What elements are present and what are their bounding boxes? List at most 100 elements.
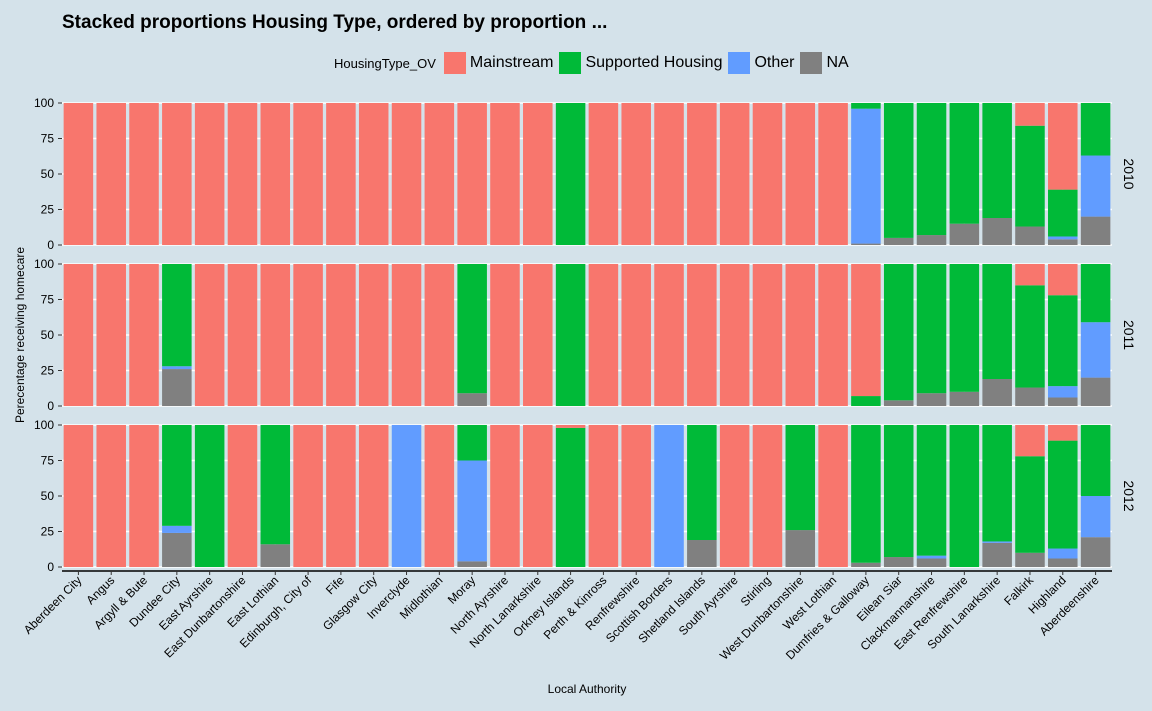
bar-segment-mainstream-2012-east-dunbartonshire — [227, 425, 258, 567]
y-tick-label: 25 — [41, 364, 55, 378]
bar-segment-mainstream-2012-argyll-bute — [129, 425, 159, 567]
y-tick-label: 0 — [47, 560, 54, 574]
bar-segment-mainstream-2010-edinburgh-city-of — [293, 103, 323, 245]
bar-segment-mainstream-2010-south-ayrshire — [719, 103, 750, 245]
bar-segment-mainstream-2010-stirling — [752, 103, 783, 245]
bar-segment-mainstream-2012-angus — [96, 425, 126, 567]
bar-segment-mainstream-2012-midlothian — [424, 425, 455, 567]
bar-segment-mainstream-2011-fife — [326, 264, 356, 406]
bar-segment-mainstream-2010-moray — [457, 103, 487, 245]
bar-segment-mainstream-2011-angus — [96, 264, 126, 406]
bar-segment-mainstream-2010-east-dunbartonshire — [227, 103, 258, 245]
bar-segment-mainstream-2010-east-ayrshire — [194, 103, 225, 245]
bar-segment-mainstream-2012-orkney-islands — [555, 425, 586, 428]
chart-title: Stacked proportions Housing Type, ordere… — [62, 12, 608, 33]
bar-segment-other-2012-clackmannanshire — [916, 555, 947, 559]
bar-segment-mainstream-2010-east-lothian — [260, 103, 291, 245]
bar-segment-supported-housing-2010-clackmannanshire — [916, 103, 947, 236]
bar-segment-other-2011-highland — [1048, 386, 1078, 398]
bar-segment-mainstream-2011-edinburgh-city-of — [293, 264, 323, 406]
bar-segment-na-2012-east-lothian — [260, 544, 291, 567]
bar-segment-na-2012-eilean-siar — [883, 557, 914, 567]
bar-segment-mainstream-2012-glasgow-city — [358, 425, 389, 567]
y-tick-label: 50 — [41, 489, 55, 503]
bar-segment-na-2012-aberdeenshire — [1080, 537, 1111, 567]
y-tick-label: 100 — [34, 418, 54, 432]
legend-label-na: NA — [826, 54, 849, 71]
facet-label-2012: 2012 — [1121, 480, 1137, 511]
y-tick-label: 0 — [47, 238, 54, 252]
x-tick-label-aberdeen-city: Aberdeen City — [21, 573, 85, 637]
bar-segment-supported-housing-2011-moray — [457, 264, 487, 394]
bar-segment-mainstream-2011-dumfries-galloway — [851, 264, 881, 397]
bar-segment-mainstream-2010-fife — [326, 103, 356, 245]
bar-segment-mainstream-2011-aberdeen-city — [63, 264, 94, 406]
y-axis-title: Perecentage receiving homecare — [13, 247, 27, 423]
bar-segment-other-2012-south-lanarkshire — [982, 541, 1012, 543]
x-axis-title: Local Authority — [548, 682, 627, 696]
bar-segment-mainstream-2010-north-ayrshire — [490, 103, 520, 245]
bar-segment-supported-housing-2012-falkirk — [1015, 456, 1045, 553]
bar-segment-na-2010-eilean-siar — [883, 237, 914, 245]
bar-segment-supported-housing-2012-dundee-city — [162, 425, 192, 526]
bar-segment-na-2011-highland — [1048, 397, 1078, 406]
bar-segment-mainstream-2011-renfrewshire — [621, 264, 651, 406]
bar-segment-na-2011-falkirk — [1015, 387, 1045, 406]
bar-segment-na-2010-clackmannanshire — [916, 235, 947, 245]
bar-segment-mainstream-2010-west-lothian — [818, 103, 848, 245]
bar-segment-mainstream-2012-falkirk — [1015, 425, 1045, 457]
y-tick-label: 50 — [41, 167, 55, 181]
bar-segment-supported-housing-2012-east-renfrewshire — [949, 425, 980, 567]
bar-segment-na-2011-aberdeenshire — [1080, 377, 1111, 406]
bar-segment-mainstream-2010-perth-kinross — [588, 103, 619, 245]
bar-segment-supported-housing-2011-eilean-siar — [883, 264, 914, 401]
bar-segment-supported-housing-2011-aberdeenshire — [1080, 264, 1111, 323]
y-tick-label: 25 — [41, 525, 55, 539]
bar-segment-mainstream-2010-glasgow-city — [358, 103, 389, 245]
x-tick-label-fife: Fife — [323, 573, 347, 597]
bar-segment-other-2012-dundee-city — [162, 525, 192, 533]
bar-segment-supported-housing-2010-south-lanarkshire — [982, 103, 1012, 219]
y-tick-label: 75 — [41, 454, 55, 468]
bar-segment-supported-housing-2012-dumfries-galloway — [851, 425, 881, 563]
bar-segment-mainstream-2011-north-lanarkshire — [523, 264, 553, 406]
y-tick-label: 0 — [47, 399, 54, 413]
bar-segment-supported-housing-2012-orkney-islands — [555, 427, 586, 567]
bar-segment-na-2012-moray — [457, 561, 487, 567]
bar-segment-mainstream-2012-north-ayrshire — [490, 425, 520, 567]
legend-key-other — [728, 52, 751, 74]
bar-segment-mainstream-2011-south-ayrshire — [719, 264, 750, 406]
bar-segment-supported-housing-2010-falkirk — [1015, 125, 1045, 227]
bar-segment-supported-housing-2012-aberdeenshire — [1080, 425, 1111, 496]
y-tick-label: 75 — [41, 293, 55, 307]
bar-segment-mainstream-2011-east-ayrshire — [194, 264, 225, 406]
y-tick-label: 50 — [41, 328, 55, 342]
bar-segment-other-2012-inverclyde — [391, 425, 422, 567]
bar-segment-mainstream-2011-shetland-islands — [687, 264, 717, 406]
bar-segment-na-2011-south-lanarkshire — [982, 379, 1012, 406]
bar-segment-na-2011-clackmannanshire — [916, 393, 947, 406]
bar-segment-supported-housing-2012-highland — [1048, 440, 1078, 549]
bar-segment-mainstream-2010-north-lanarkshire — [523, 103, 553, 245]
bar-segment-supported-housing-2011-east-renfrewshire — [949, 264, 980, 392]
bar-segment-na-2012-shetland-islands — [687, 540, 717, 567]
legend-key-na — [800, 52, 823, 74]
bar-segment-na-2010-east-renfrewshire — [949, 223, 980, 245]
bar-segment-other-2012-highland — [1048, 548, 1078, 559]
bar-segment-supported-housing-2012-east-ayrshire — [194, 425, 225, 567]
bar-segment-mainstream-2010-scottish-borders — [654, 103, 684, 245]
bar-segment-mainstream-2012-south-ayrshire — [719, 425, 750, 567]
bar-segment-na-2011-moray — [457, 393, 487, 406]
bar-segment-mainstream-2012-renfrewshire — [621, 425, 651, 567]
bar-segment-supported-housing-2010-east-renfrewshire — [949, 103, 980, 224]
bar-segment-other-2010-aberdeenshire — [1080, 155, 1111, 217]
bar-segment-other-2012-scottish-borders — [654, 425, 684, 567]
bar-segment-na-2011-eilean-siar — [883, 400, 914, 406]
x-tick-label-south-ayrshire: South Ayrshire — [676, 573, 741, 638]
legend-item-mainstream: Mainstream — [443, 52, 553, 74]
bar-segment-na-2012-west-dunbartonshire — [785, 530, 816, 567]
bar-segment-mainstream-2011-inverclyde — [391, 264, 422, 406]
bar-segment-mainstream-2012-perth-kinross — [588, 425, 619, 567]
bar-segment-mainstream-2011-west-dunbartonshire — [785, 264, 816, 406]
